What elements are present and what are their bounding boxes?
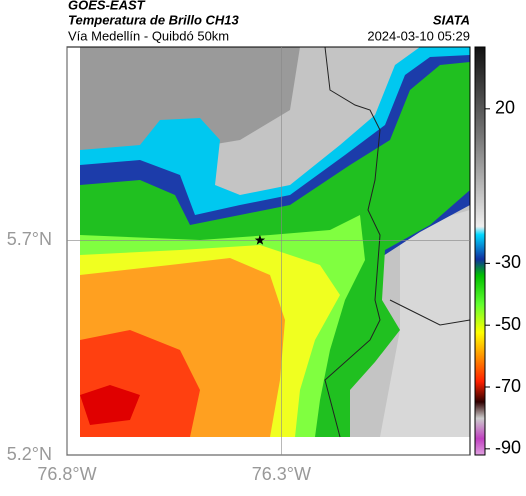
cloud-core	[80, 385, 140, 425]
colorbar-tick-label: -90	[495, 438, 521, 458]
location-marker	[254, 234, 266, 245]
colorbar	[474, 46, 486, 456]
x-tick-label: 76.8°W	[37, 464, 96, 484]
source: GOES-EAST	[68, 0, 146, 12]
colorbar-tick-label: -70	[495, 376, 521, 396]
datetime: 2024-03-10 05:29	[367, 28, 470, 43]
y-tick-label: 5.2°N	[7, 444, 52, 464]
title: Temperatura de Brillo CH13	[68, 12, 240, 27]
colorbar-tick-label: -50	[495, 314, 521, 334]
warm-gray	[380, 210, 470, 437]
border	[389, 299, 470, 326]
border	[324, 47, 381, 438]
cold-gray	[80, 47, 300, 160]
no-data	[67, 437, 470, 455]
colorbar-tick-label: 20	[495, 98, 515, 118]
colorbar-tick-label: -30	[495, 252, 521, 272]
y-tick-label: 5.7°N	[7, 229, 52, 249]
no-data	[67, 47, 80, 455]
map-image	[67, 47, 470, 455]
subtitle: Vía Medellín - Quibdó 50km	[68, 28, 229, 43]
brand: SIATA	[433, 12, 470, 27]
x-tick-label: 76.3°W	[252, 464, 311, 484]
